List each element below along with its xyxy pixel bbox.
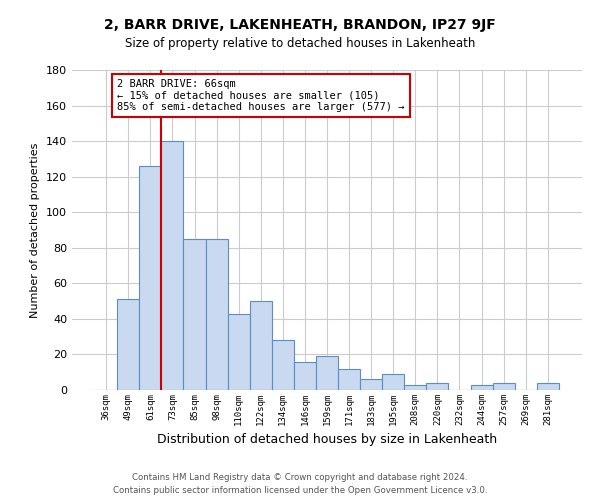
Bar <box>493 383 515 390</box>
Bar <box>404 384 427 390</box>
Bar <box>161 141 184 390</box>
Y-axis label: Number of detached properties: Number of detached properties <box>31 142 40 318</box>
Bar <box>427 383 448 390</box>
Bar <box>139 166 161 390</box>
Text: 2, BARR DRIVE, LAKENHEATH, BRANDON, IP27 9JF: 2, BARR DRIVE, LAKENHEATH, BRANDON, IP27… <box>104 18 496 32</box>
Bar <box>316 356 338 390</box>
Bar <box>272 340 294 390</box>
Bar <box>184 239 206 390</box>
Bar <box>227 314 250 390</box>
Text: Size of property relative to detached houses in Lakenheath: Size of property relative to detached ho… <box>125 38 475 51</box>
Bar <box>250 301 272 390</box>
Bar <box>294 362 316 390</box>
X-axis label: Distribution of detached houses by size in Lakenheath: Distribution of detached houses by size … <box>157 434 497 446</box>
Text: 2 BARR DRIVE: 66sqm
← 15% of detached houses are smaller (105)
85% of semi-detac: 2 BARR DRIVE: 66sqm ← 15% of detached ho… <box>117 79 405 112</box>
Bar <box>382 374 404 390</box>
Bar <box>206 239 227 390</box>
Bar <box>360 380 382 390</box>
Bar <box>470 384 493 390</box>
Bar <box>338 368 360 390</box>
Text: Contains public sector information licensed under the Open Government Licence v3: Contains public sector information licen… <box>113 486 487 495</box>
Bar <box>537 383 559 390</box>
Bar <box>117 300 139 390</box>
Text: Contains HM Land Registry data © Crown copyright and database right 2024.: Contains HM Land Registry data © Crown c… <box>132 474 468 482</box>
